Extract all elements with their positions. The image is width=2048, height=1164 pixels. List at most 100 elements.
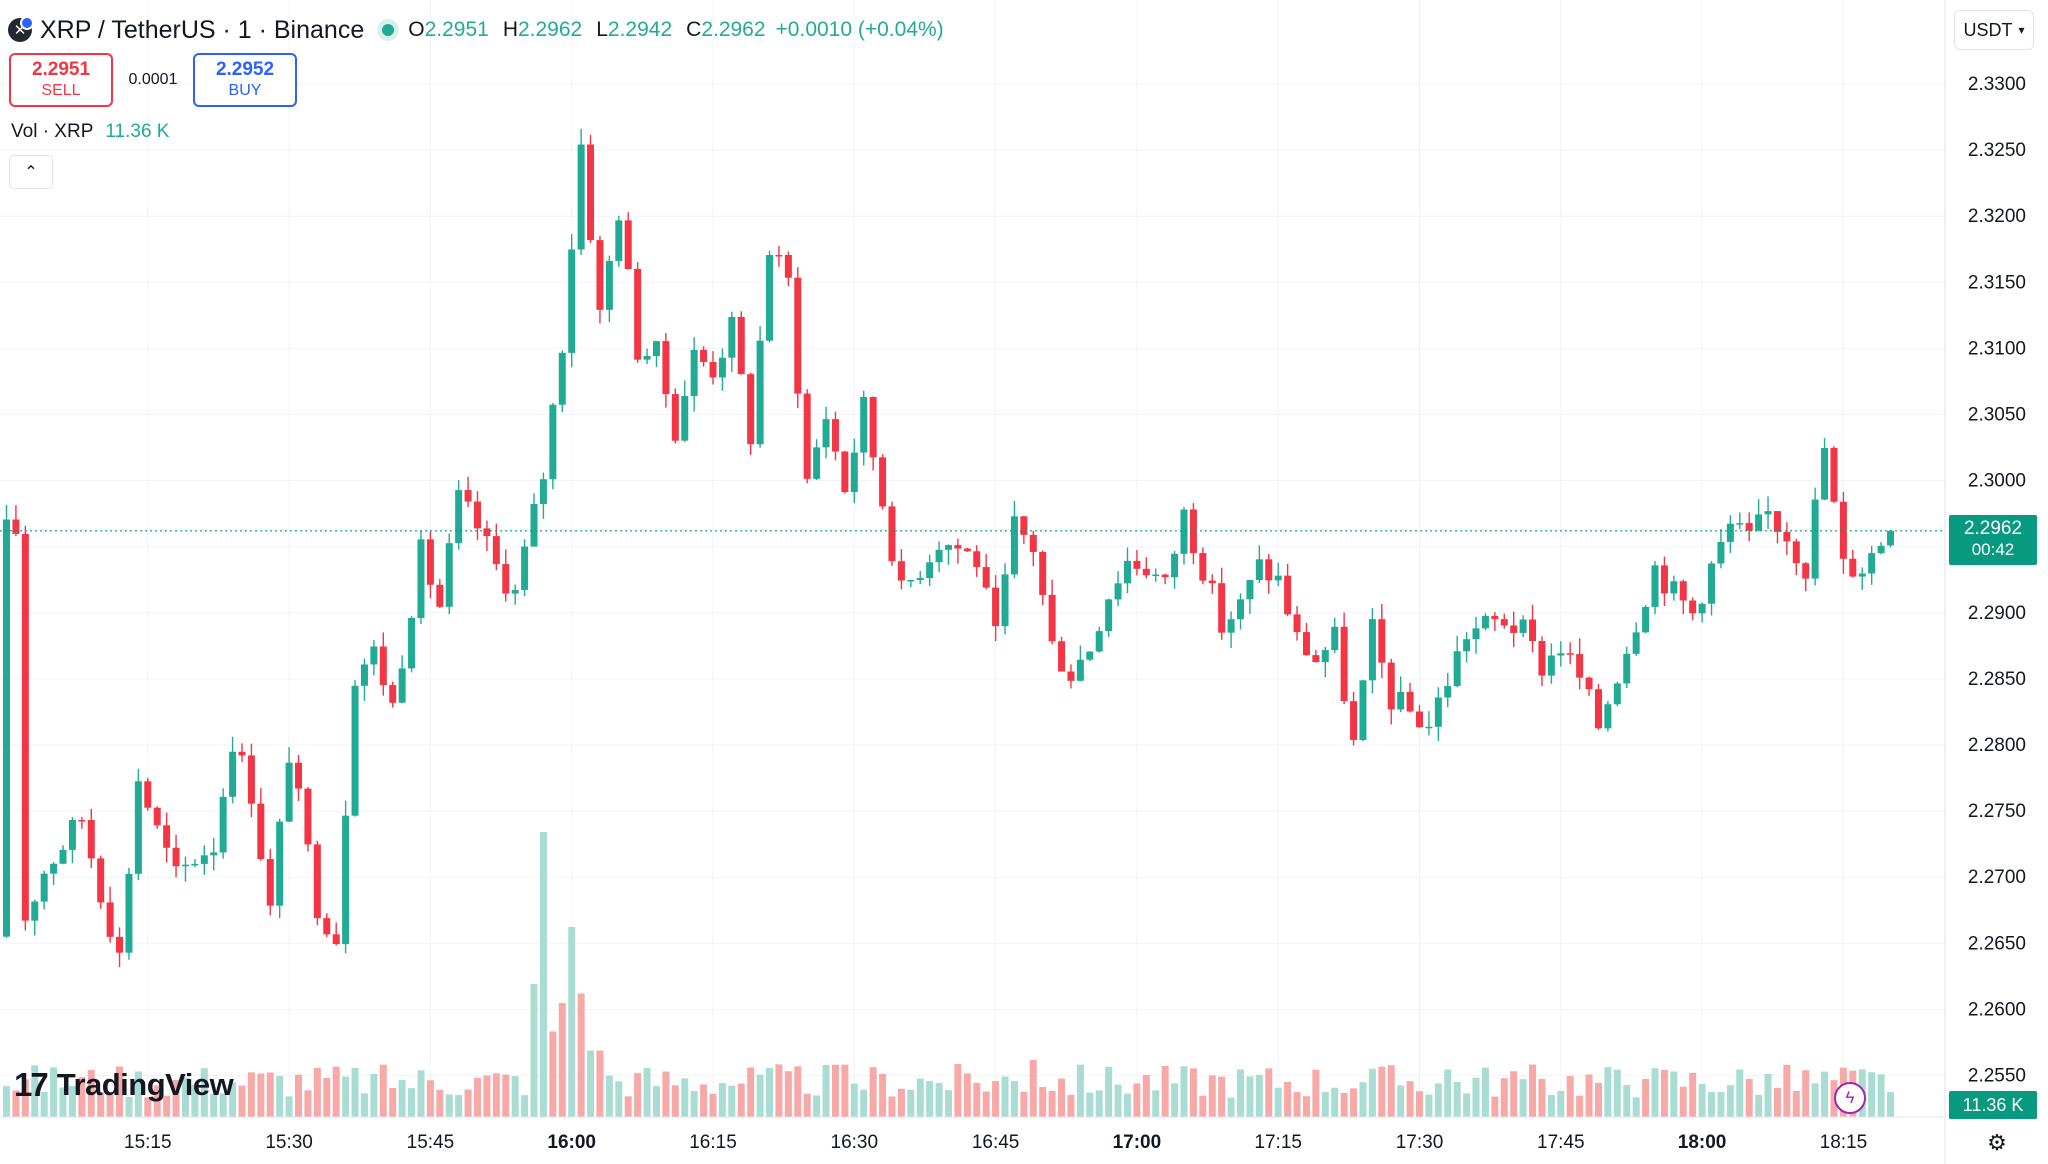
candle-body[interactable]: [1199, 553, 1207, 581]
candle-body[interactable]: [662, 341, 670, 395]
sell-button[interactable]: 2.2951 SELL: [9, 53, 113, 107]
candle-body[interactable]: [1736, 523, 1744, 525]
candle-body[interactable]: [1020, 516, 1028, 535]
candle-body[interactable]: [728, 316, 736, 358]
candle-body[interactable]: [379, 646, 387, 686]
candle-body[interactable]: [907, 580, 915, 582]
candle-body[interactable]: [1397, 691, 1405, 710]
candle-body[interactable]: [1039, 551, 1047, 595]
candle-body[interactable]: [1745, 523, 1753, 531]
candle-body[interactable]: [860, 396, 868, 453]
gear-icon[interactable]: ⚙: [1987, 1130, 2007, 1155]
candle-body[interactable]: [1660, 565, 1668, 594]
candle-body[interactable]: [549, 404, 557, 480]
candle-body[interactable]: [1171, 553, 1179, 578]
candle-body[interactable]: [304, 788, 312, 845]
candle-body[interactable]: [106, 902, 114, 937]
candle-body[interactable]: [3, 519, 10, 937]
candle-body[interactable]: [1463, 639, 1471, 652]
candle-body[interactable]: [1274, 575, 1282, 581]
candle-body[interactable]: [1698, 603, 1706, 614]
candle-body[interactable]: [973, 551, 981, 568]
candle-body[interactable]: [1792, 541, 1800, 564]
candle-body[interactable]: [1858, 573, 1866, 577]
candle-body[interactable]: [1849, 558, 1857, 577]
candle-body[interactable]: [134, 781, 142, 874]
candle-body[interactable]: [483, 528, 491, 537]
candle-body[interactable]: [1576, 654, 1584, 678]
candle-body[interactable]: [1491, 616, 1499, 620]
candle-body[interactable]: [1105, 599, 1113, 632]
candle-body[interactable]: [1519, 619, 1527, 633]
candle-body[interactable]: [87, 820, 95, 859]
symbol-title[interactable]: XRP / TetherUS · 1 · Binance: [40, 15, 365, 44]
candle-body[interactable]: [191, 863, 199, 866]
candle-body[interactable]: [803, 393, 811, 479]
candle-body[interactable]: [850, 452, 858, 493]
candle-body[interactable]: [1623, 653, 1631, 684]
candle-body[interactable]: [1811, 499, 1819, 579]
candle-body[interactable]: [954, 545, 962, 549]
candle-body[interactable]: [247, 755, 255, 804]
candle-body[interactable]: [1773, 511, 1781, 532]
candle-body[interactable]: [1783, 531, 1791, 542]
candle-body[interactable]: [172, 847, 180, 867]
candle-body[interactable]: [1642, 606, 1650, 633]
candle-body[interactable]: [97, 858, 105, 903]
volume-legend[interactable]: Vol · XRP 11.36 K: [11, 121, 170, 142]
candle-body[interactable]: [605, 261, 613, 310]
candle-body[interactable]: [1123, 560, 1131, 584]
candle-body[interactable]: [1444, 686, 1452, 698]
candle-body[interactable]: [1189, 509, 1197, 554]
candle-body[interactable]: [615, 220, 623, 262]
candle-body[interactable]: [530, 503, 538, 547]
candle-body[interactable]: [257, 803, 265, 860]
candle-body[interactable]: [370, 646, 378, 665]
candle-body[interactable]: [351, 685, 359, 816]
candle-body[interactable]: [963, 548, 971, 552]
candle-body[interactable]: [332, 934, 340, 945]
candle-body[interactable]: [436, 584, 444, 607]
candle-body[interactable]: [869, 396, 877, 458]
candle-body[interactable]: [718, 357, 726, 378]
candle-body[interactable]: [1321, 650, 1329, 663]
candle-body[interactable]: [200, 855, 208, 864]
candle-body[interactable]: [50, 863, 58, 874]
candle-body[interactable]: [1029, 534, 1037, 552]
candle-body[interactable]: [229, 751, 237, 797]
candle-body[interactable]: [153, 807, 161, 826]
candle-body[interactable]: [1001, 574, 1009, 627]
candle-body[interactable]: [690, 349, 698, 397]
candle-body[interactable]: [1755, 514, 1763, 531]
candle-body[interactable]: [417, 539, 425, 618]
candle-body[interactable]: [1076, 659, 1084, 681]
candle-body[interactable]: [681, 396, 689, 441]
candle-body[interactable]: [1839, 501, 1847, 559]
candle-body[interactable]: [1632, 632, 1640, 654]
candle-body[interactable]: [1058, 641, 1066, 672]
candle-body[interactable]: [831, 419, 839, 452]
candle-body[interactable]: [1887, 530, 1894, 546]
candle-body[interactable]: [1821, 447, 1829, 500]
candle-body[interactable]: [1067, 671, 1075, 681]
candle-body[interactable]: [492, 536, 500, 565]
chevron-up-icon[interactable]: ⌃: [9, 155, 53, 189]
candle-body[interactable]: [455, 490, 463, 544]
candle-body[interactable]: [426, 539, 434, 585]
candle-body[interactable]: [1425, 726, 1433, 729]
market-status-icon[interactable]: [382, 24, 395, 36]
candle-body[interactable]: [1350, 701, 1358, 740]
candle-body[interactable]: [1594, 689, 1602, 729]
candle-body[interactable]: [1152, 574, 1160, 577]
candle-body[interactable]: [398, 668, 406, 703]
candle-body[interactable]: [1689, 600, 1697, 614]
candle-body[interactable]: [445, 543, 453, 607]
candle-body[interactable]: [1585, 677, 1593, 690]
candle-body[interactable]: [1529, 619, 1537, 642]
candle-body[interactable]: [737, 316, 745, 375]
candle-body[interactable]: [144, 781, 152, 808]
candle-body[interactable]: [1133, 560, 1141, 569]
candle-body[interactable]: [511, 589, 519, 594]
candle-body[interactable]: [1764, 511, 1772, 515]
candle-body[interactable]: [181, 864, 189, 867]
